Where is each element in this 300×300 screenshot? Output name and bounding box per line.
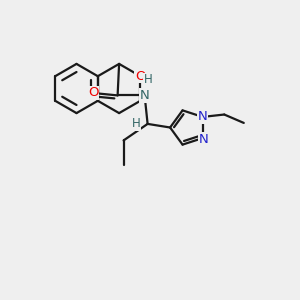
Text: O: O	[135, 70, 146, 83]
Text: N: N	[199, 133, 209, 146]
Text: N: N	[198, 110, 208, 123]
Text: H: H	[144, 73, 153, 86]
Text: N: N	[140, 89, 149, 102]
Text: H: H	[132, 117, 141, 130]
Text: O: O	[88, 86, 98, 100]
